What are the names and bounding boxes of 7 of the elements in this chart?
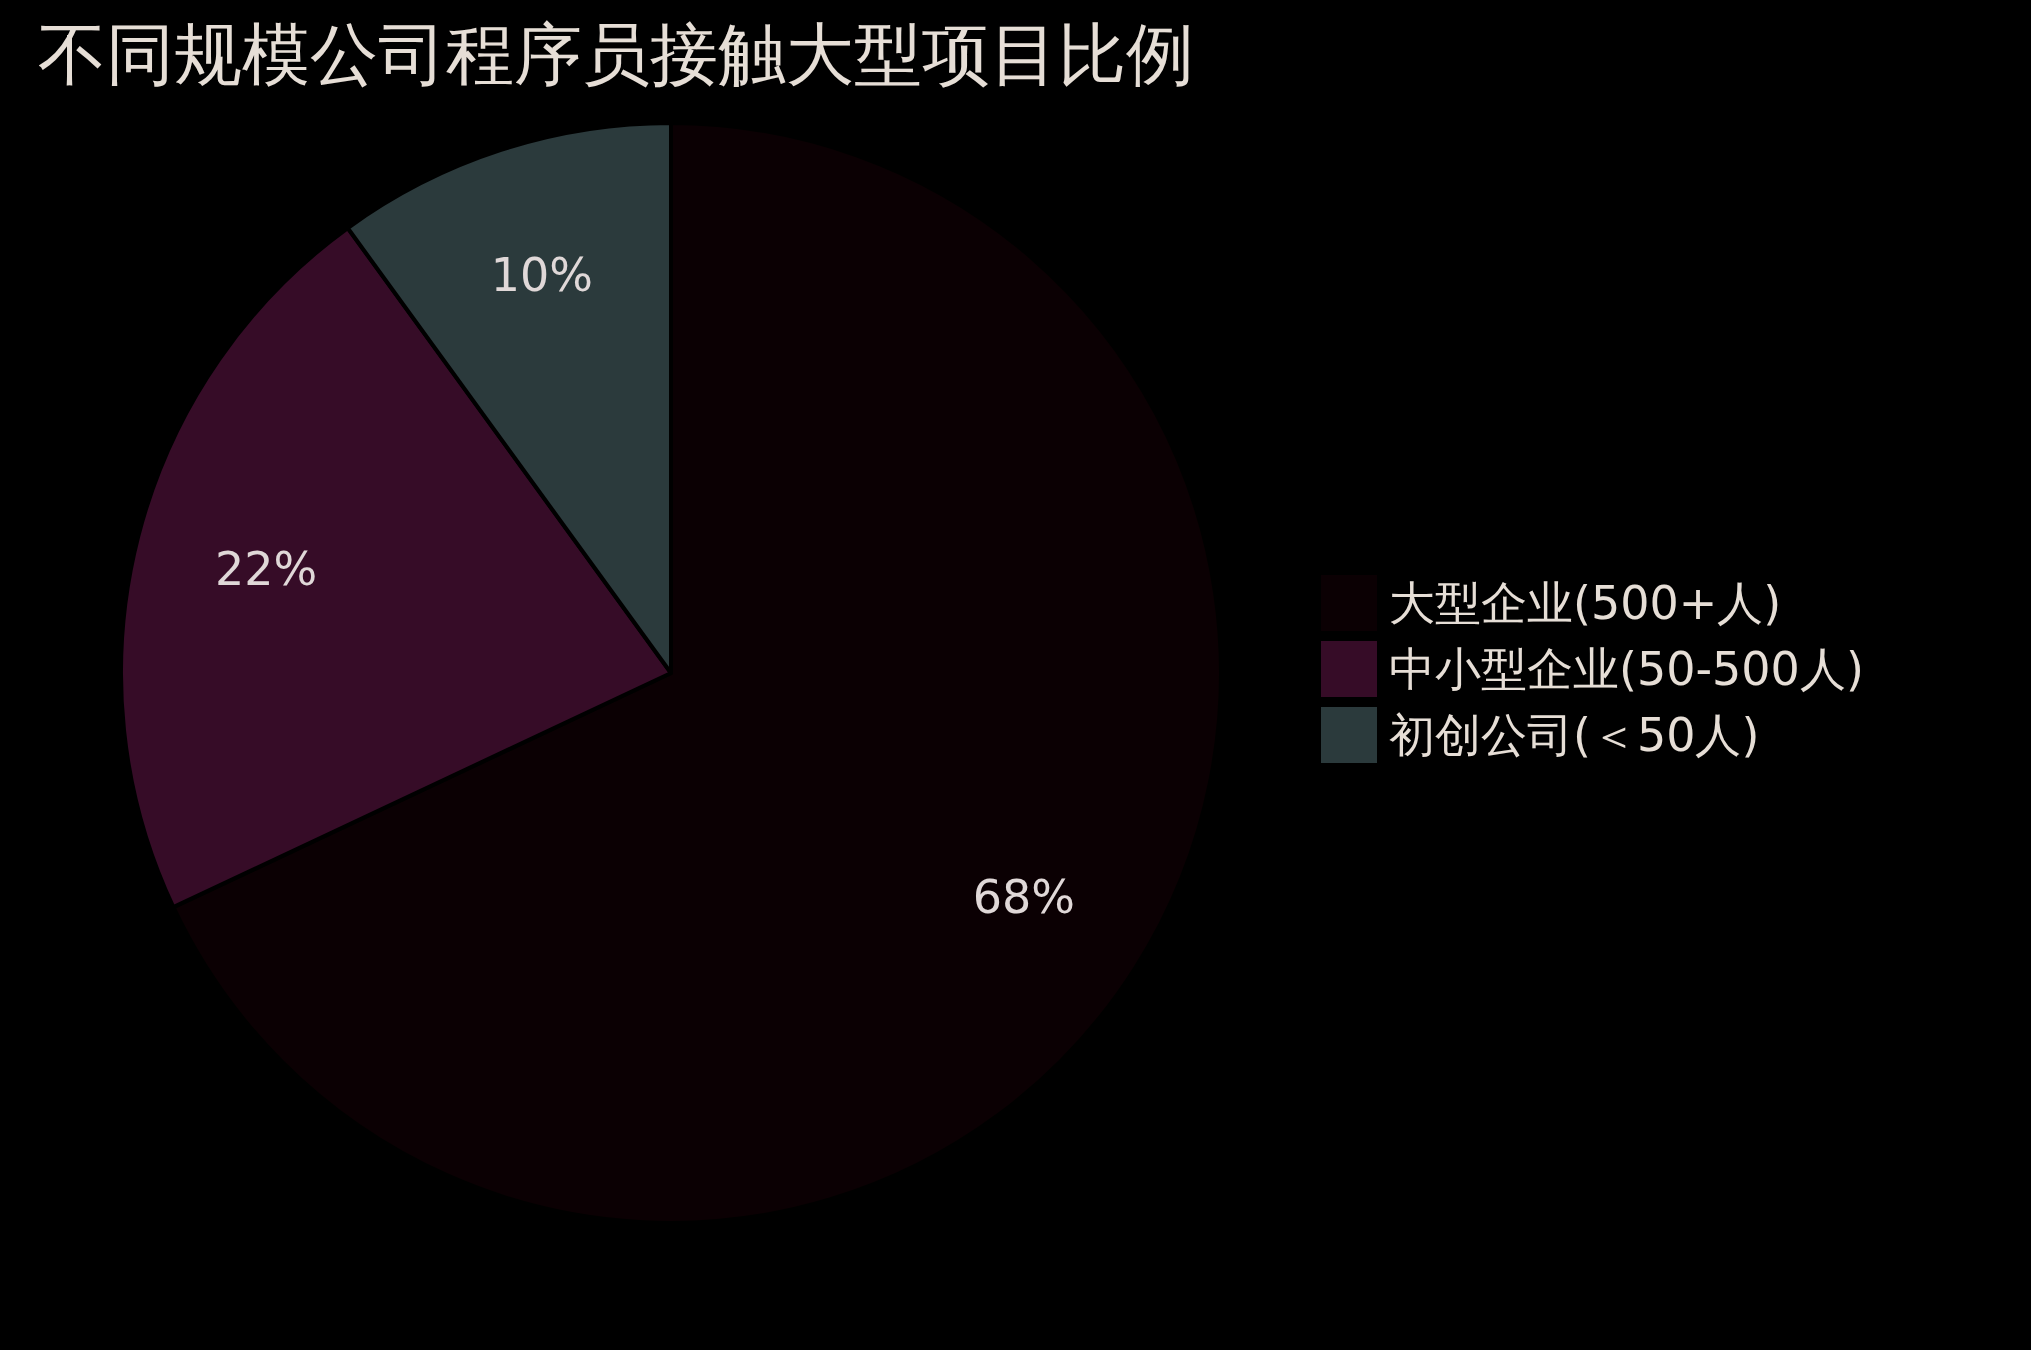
data-label: 10% [490,248,593,303]
data-label: 68% [972,869,1076,924]
chart-title: 不同规模公司程序员接触大型项目比例 [38,15,1194,94]
legend-label: 中小型企业(50-500人) [1389,642,1864,696]
legend-label: 初创公司(＜50人) [1389,708,1760,762]
data-label: 22% [215,542,318,597]
legend-label: 大型企业(500+人) [1389,576,1782,630]
